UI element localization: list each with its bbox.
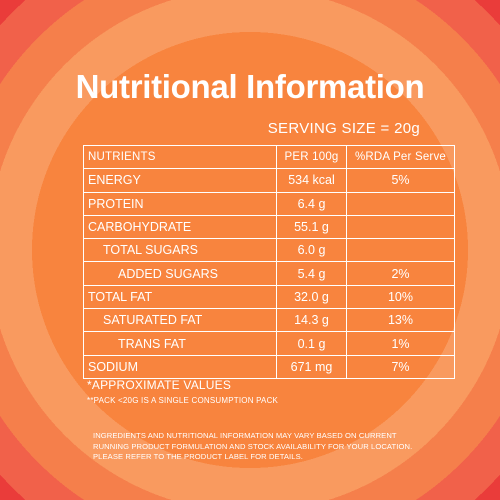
nutrient-name: PROTEIN xyxy=(83,191,277,216)
nutrient-rda: 10% xyxy=(346,284,455,310)
nutrient-per-100g: 671 mg xyxy=(276,354,347,379)
nutrient-rda xyxy=(346,238,455,263)
nutrient-per-100g: 6.4 g xyxy=(276,191,347,216)
approximate-values-note: *APPROXIMATE VALUES xyxy=(87,378,232,392)
table-row: PROTEIN 6.4 g xyxy=(83,191,455,216)
nutrient-per-100g: 32.0 g xyxy=(276,284,347,310)
nutrient-per-100g: 534 kcal xyxy=(276,168,347,193)
table-row: TRANS FAT 0.1 g 1% xyxy=(83,331,455,356)
nutrient-name: CARBOHYDRATE xyxy=(83,214,277,240)
nutrient-name: TOTAL SUGARS xyxy=(83,238,277,263)
nutrient-rda: 7% xyxy=(346,354,455,379)
nutrient-name: SATURATED FAT xyxy=(83,308,277,333)
nutrient-per-100g: 14.3 g xyxy=(276,308,347,333)
nutrient-name: TOTAL FAT xyxy=(83,284,277,310)
nutrient-rda xyxy=(346,191,455,216)
table-row: TOTAL SUGARS 6.0 g xyxy=(83,238,455,263)
nutrient-per-100g: 55.1 g xyxy=(276,214,347,240)
table-row: TOTAL FAT 32.0 g 10% xyxy=(83,284,455,310)
nutrient-rda: 1% xyxy=(346,331,455,356)
table-row: SODIUM 671 mg 7% xyxy=(83,354,455,379)
nutrient-name: ENERGY xyxy=(83,168,277,193)
nutrition-table: NUTRIENTS PER 100g %RDA Per Serve ENERGY… xyxy=(83,144,455,379)
nutrient-rda: 13% xyxy=(346,308,455,333)
pack-note: **PACK <20G IS A SINGLE CONSUMPTION PACK xyxy=(87,396,279,405)
nutrient-name: ADDED SUGARS xyxy=(83,261,277,286)
nutrient-rda: 5% xyxy=(346,168,455,193)
header-nutrients: NUTRIENTS xyxy=(83,144,277,170)
serving-size: SERVING SIZE = 20g xyxy=(267,120,420,137)
disclaimer-text: INGREDIENTS AND NUTRITIONAL INFORMATION … xyxy=(93,431,413,461)
header-per-100g: PER 100g xyxy=(276,144,347,170)
nutrient-per-100g: 5.4 g xyxy=(276,261,347,286)
header-rda: %RDA Per Serve xyxy=(346,144,455,170)
nutrient-rda xyxy=(346,214,455,240)
page-title: Nutritional Information xyxy=(75,68,425,105)
table-header-row: NUTRIENTS PER 100g %RDA Per Serve xyxy=(83,144,455,170)
nutrient-rda: 2% xyxy=(346,261,455,286)
table-row: SATURATED FAT 14.3 g 13% xyxy=(83,308,455,333)
nutrient-name: SODIUM xyxy=(83,354,277,379)
table-row: ENERGY 534 kcal 5% xyxy=(83,168,455,193)
nutrient-per-100g: 0.1 g xyxy=(276,331,347,356)
table-row: CARBOHYDRATE 55.1 g xyxy=(83,214,455,240)
table-row: ADDED SUGARS 5.4 g 2% xyxy=(83,261,455,286)
nutrient-per-100g: 6.0 g xyxy=(276,238,347,263)
nutrient-name: TRANS FAT xyxy=(83,331,277,356)
